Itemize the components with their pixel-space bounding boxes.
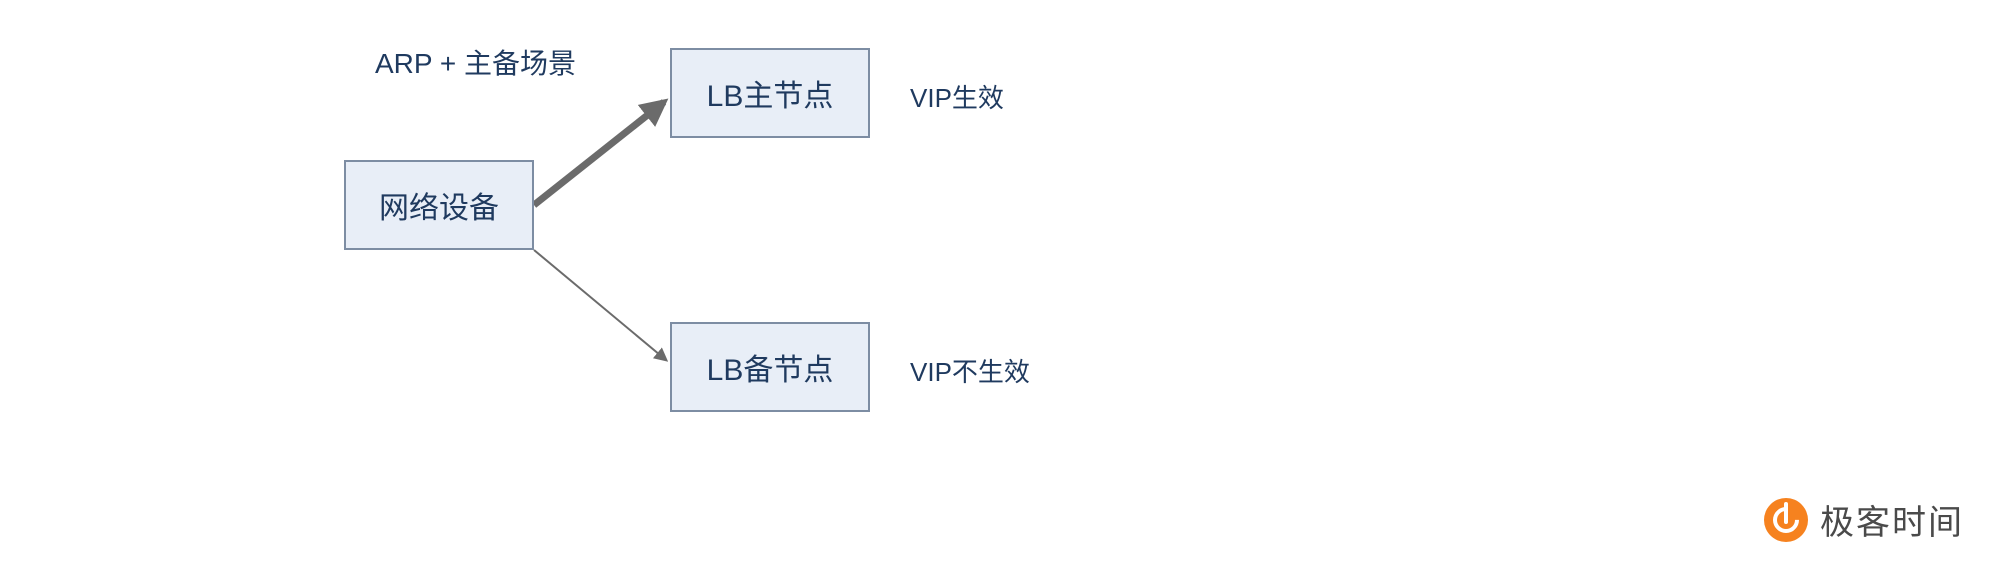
node-primary: LB主节点	[670, 48, 870, 138]
geektime-logo-icon	[1764, 498, 1808, 542]
node-source-label: 网络设备	[379, 183, 499, 227]
primary-status-label: VIP生效	[910, 78, 1004, 115]
node-backup: LB备节点	[670, 322, 870, 412]
node-primary-label: LB主节点	[707, 71, 834, 115]
watermark-text: 极客时间	[1820, 495, 1964, 544]
edge-to-backup	[534, 250, 666, 360]
diagram-stage: ARP + 主备场景 网络设备 LB主节点 LB备节点 VIP生效 VIP不生效…	[0, 0, 2000, 562]
node-backup-label: LB备节点	[707, 345, 834, 389]
backup-status-label: VIP不生效	[910, 352, 1030, 389]
edge-to-primary	[534, 102, 664, 205]
node-source: 网络设备	[344, 160, 534, 250]
diagram-title: ARP + 主备场景	[375, 42, 576, 82]
watermark: 极客时间	[1764, 495, 1964, 544]
